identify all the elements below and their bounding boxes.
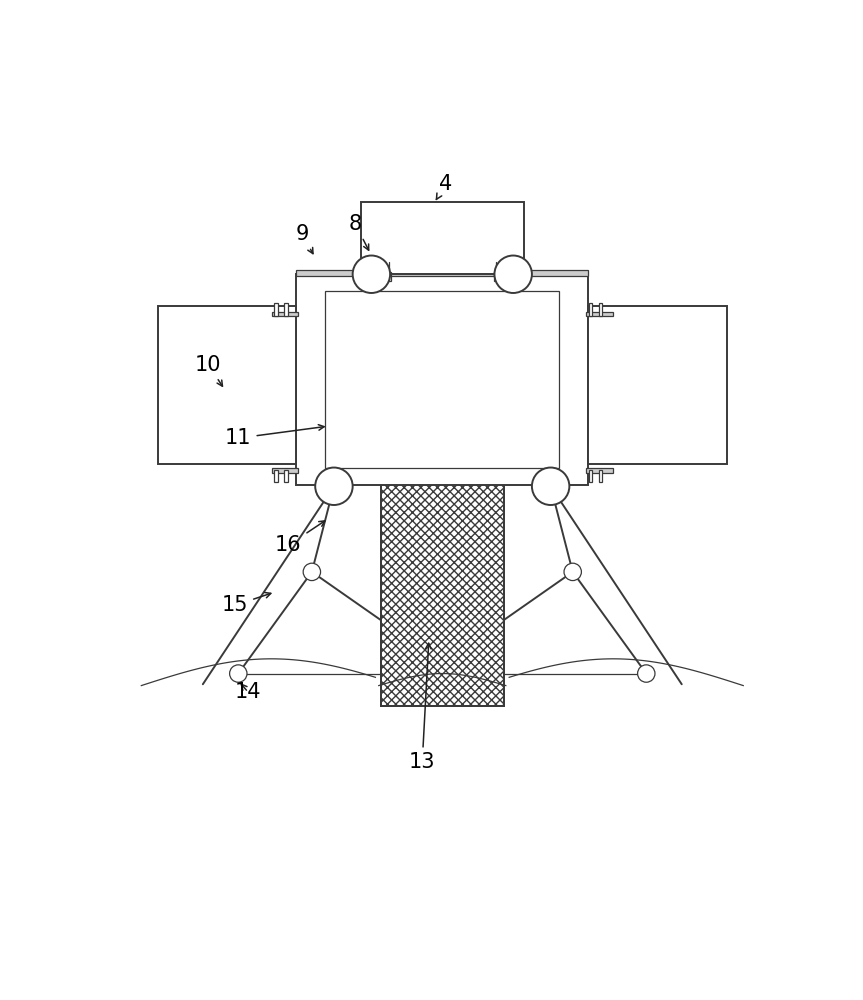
Bar: [285, 470, 287, 482]
Bar: [387, 470, 400, 478]
Bar: [485, 470, 497, 478]
Text: 9: 9: [295, 224, 313, 254]
Bar: [380, 272, 391, 281]
Bar: [325, 291, 559, 468]
Bar: [381, 475, 504, 706]
Text: 13: 13: [409, 643, 436, 772]
Bar: [361, 202, 524, 274]
Text: 11: 11: [225, 425, 324, 448]
Circle shape: [638, 665, 655, 682]
Bar: [381, 475, 504, 706]
Circle shape: [315, 468, 353, 505]
Bar: [586, 312, 613, 316]
Circle shape: [353, 256, 390, 293]
Circle shape: [532, 468, 570, 505]
Bar: [494, 272, 505, 281]
Circle shape: [494, 256, 532, 293]
Circle shape: [230, 665, 247, 682]
Text: 8: 8: [349, 214, 369, 250]
Bar: [589, 470, 592, 482]
Bar: [272, 468, 299, 473]
Text: 15: 15: [222, 592, 271, 615]
Text: 10: 10: [195, 355, 223, 386]
Bar: [599, 303, 602, 316]
Circle shape: [564, 563, 582, 581]
Bar: [274, 303, 278, 316]
Bar: [274, 470, 278, 482]
Bar: [586, 468, 613, 473]
Circle shape: [303, 563, 320, 581]
Bar: [272, 312, 299, 316]
Bar: [285, 303, 287, 316]
Bar: [588, 306, 727, 464]
Text: 4: 4: [437, 174, 452, 200]
Bar: [599, 470, 602, 482]
Bar: [158, 306, 297, 464]
Bar: [297, 270, 588, 276]
Text: 14: 14: [235, 682, 261, 702]
Text: 16: 16: [275, 521, 324, 555]
Bar: [297, 274, 588, 485]
Bar: [589, 303, 592, 316]
